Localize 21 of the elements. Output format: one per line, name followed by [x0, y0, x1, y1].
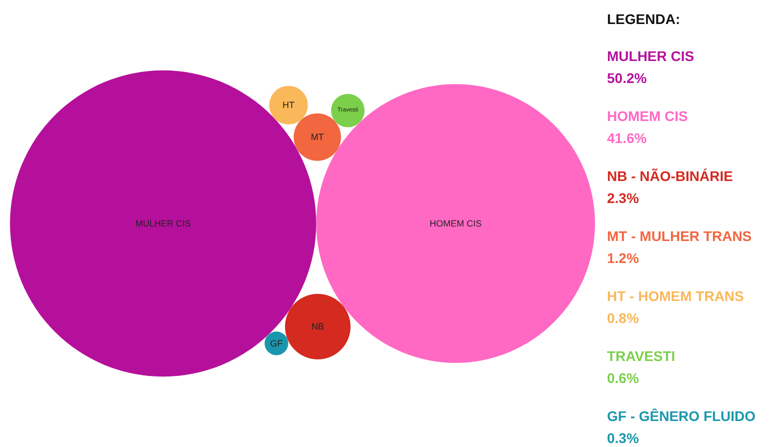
- data-label: 0.6%: [607, 370, 640, 386]
- data-label: 0.8%: [607, 310, 640, 326]
- text: HT: [282, 100, 295, 110]
- data-label: 2.3%: [607, 190, 640, 206]
- data-label: 0.3%: [607, 430, 640, 446]
- data-label: 41.6%: [607, 130, 648, 146]
- text: GF: [270, 338, 283, 348]
- category-label: HOMEM CIS: [430, 218, 482, 228]
- legend-title: LEGENDA:: [607, 11, 680, 27]
- data-label: 50.2%: [607, 70, 648, 86]
- category-label: MULHER CIS: [135, 218, 191, 228]
- category-label: MT - MULHER TRANS: [607, 228, 752, 244]
- data-label: 1.2%: [607, 250, 640, 266]
- category-label: HT - HOMEM TRANS: [607, 288, 744, 304]
- category-label: NB - NÃO-BINÁRIE: [607, 168, 733, 184]
- text: HOMEM CIS: [607, 108, 688, 124]
- text: MULHER CIS: [607, 48, 694, 64]
- category-label: TRAVESTI: [607, 348, 676, 364]
- text: MT: [310, 132, 324, 142]
- category-label: GF - GÊNERO FLUIDO: [607, 408, 756, 424]
- text: NB: [312, 322, 324, 332]
